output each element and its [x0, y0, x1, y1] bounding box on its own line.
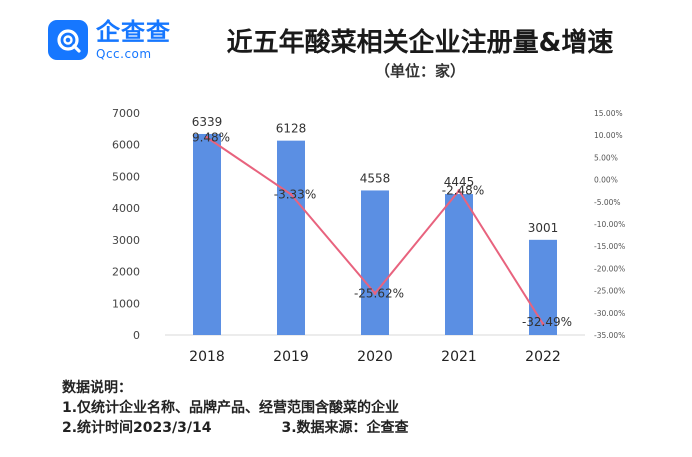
logo-name-en: Qcc.com [96, 47, 152, 61]
chart-title: 近五年酸菜相关企业注册量&增速 [226, 28, 614, 58]
bar [361, 190, 389, 335]
x-category-label: 2018 [189, 349, 225, 365]
growth-point [205, 136, 209, 140]
y-left-tick-label: 2000 [112, 266, 140, 279]
bar-value-label: 6339 [192, 115, 223, 129]
x-category-label: 2019 [273, 349, 309, 365]
qcc-logo-icon [48, 20, 88, 60]
growth-point [373, 291, 377, 295]
growth-point [541, 322, 545, 326]
growth-rate-label: -25.62% [354, 286, 404, 300]
bar-value-label: 3001 [528, 221, 559, 235]
growth-point [457, 189, 461, 193]
notes-line-2b: 3.数据来源：企查查 [281, 420, 409, 436]
y-right-tick-label: 10.00% [594, 131, 623, 140]
x-category-label: 2022 [525, 349, 561, 365]
y-right-tick-label: -35.00% [594, 331, 625, 340]
y-right-tick-label: 0.00% [594, 176, 618, 185]
unit-label: （单位：家） [374, 62, 465, 80]
notes-heading: 数据说明： [62, 380, 132, 396]
growth-point [289, 192, 293, 196]
y-left-tick-label: 3000 [112, 234, 140, 247]
growth-rate-label: -3.33% [274, 187, 316, 201]
bar-value-label: 4558 [360, 171, 391, 185]
growth-rate-label: 9.48% [192, 131, 230, 145]
y-right-tick-label: 15.00% [594, 109, 623, 118]
qcc-logo: 企查查 Qcc.com [48, 20, 171, 60]
y-right-tick-label: -15.00% [594, 242, 625, 251]
bar [193, 133, 221, 335]
notes-line-2a: 2.统计时间2023/3/14 [62, 420, 212, 436]
bar [445, 194, 473, 335]
data-notes: 数据说明： 1.仅统计企业名称、品牌产品、经营范围含酸菜的企业 2.统计时间20… [62, 378, 409, 438]
bar-value-label: 6128 [276, 122, 307, 136]
bar [277, 140, 305, 335]
bar-value-label: 4445 [444, 175, 475, 189]
x-category-label: 2021 [441, 349, 477, 365]
y-right-tick-label: -30.00% [594, 309, 625, 318]
y-right-tick-label: -25.00% [594, 287, 625, 296]
y-right-tick-label: -20.00% [594, 264, 625, 273]
logo-name-cn: 企查查 [96, 18, 171, 46]
y-left-tick-label: 6000 [112, 139, 140, 152]
growth-rate-label: -32.49% [522, 315, 572, 329]
y-left-tick-label: 4000 [112, 202, 140, 215]
y-right-tick-label: -10.00% [594, 220, 625, 229]
notes-line-1: 1.仅统计企业名称、品牌产品、经营范围含酸菜的企业 [62, 400, 400, 416]
y-left-tick-label: 7000 [112, 107, 140, 120]
y-left-tick-label: 5000 [112, 170, 140, 183]
y-right-tick-label: 5.00% [594, 153, 618, 162]
x-category-label: 2020 [357, 349, 393, 365]
y-left-tick-label: 1000 [112, 297, 140, 310]
growth-rate-label: -2.48% [442, 184, 484, 198]
y-right-tick-label: -5.00% [594, 198, 621, 207]
y-left-tick-label: 0 [133, 329, 140, 342]
bar [529, 239, 557, 335]
